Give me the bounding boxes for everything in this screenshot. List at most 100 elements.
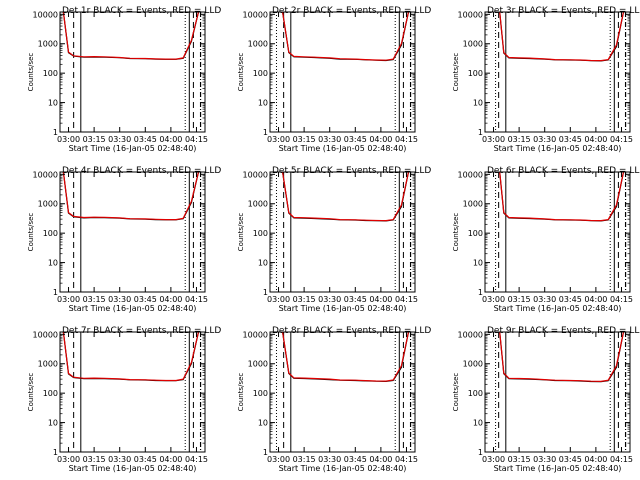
- y-tick-label: 1000: [463, 200, 483, 209]
- events-series-line: [282, 332, 410, 383]
- y-tick-label: 10: [258, 419, 268, 428]
- x-tick-label: 03:00: [57, 295, 80, 304]
- x-axis-label: Start Time (16-Jan-05 02:48:40): [279, 464, 407, 473]
- x-tick-label: 04:00: [159, 455, 182, 464]
- y-tick-label: 100: [253, 389, 268, 398]
- x-tick-label: 03:45: [559, 455, 582, 464]
- x-tick-label: 03:15: [508, 135, 531, 144]
- x-tick-label: 03:45: [559, 135, 582, 144]
- events-series-line: [499, 332, 625, 383]
- y-tick-label: 10000: [458, 330, 483, 339]
- panel-7: Det 7r BLACK = Events, RED = LLD 1 10 100 10…: [27, 326, 221, 473]
- x-tick-label: 04:00: [369, 135, 392, 144]
- y-tick-label: 100: [43, 389, 58, 398]
- panel-1: Det 1r BLACK = Events, RED = LLD 1 10 100 10…: [27, 6, 221, 153]
- plot-area: [62, 12, 202, 132]
- y-tick-label: 1000: [38, 200, 58, 209]
- y-tick-label: 10: [473, 259, 483, 268]
- y-tick-label: 10000: [33, 170, 58, 179]
- events-series-line: [62, 12, 200, 60]
- y-axis-label: Counts/sec: [452, 53, 460, 92]
- y-tick-label: 1: [263, 448, 268, 457]
- x-tick-label: 03:30: [318, 455, 341, 464]
- y-tick-label: 10: [48, 419, 58, 428]
- y-tick-label: 1000: [248, 200, 268, 209]
- x-tick-label: 03:45: [134, 135, 157, 144]
- plot-frame: [269, 171, 416, 293]
- x-tick-label: 04:00: [584, 455, 607, 464]
- lld-series-line: [499, 12, 625, 62]
- y-tick-label: 1000: [463, 360, 483, 369]
- y-tick-label: 10: [48, 259, 58, 268]
- panel-title: Det 2r BLACK = Events, RED = LLD: [272, 6, 431, 16]
- panel-title: Det 7r BLACK = Events, RED = LLD: [62, 326, 221, 336]
- y-tick-label: 10000: [458, 10, 483, 19]
- x-tick-label: 04:15: [610, 455, 633, 464]
- plot-area: [495, 12, 627, 132]
- x-tick-label: 03:45: [134, 455, 157, 464]
- x-tick-label: 03:00: [482, 135, 505, 144]
- y-tick-label: 1000: [463, 40, 483, 49]
- y-tick-label: 10000: [33, 10, 58, 19]
- y-tick-label: 100: [43, 229, 58, 238]
- y-tick-label: 1: [478, 448, 483, 457]
- y-tick-label: 10: [48, 99, 58, 108]
- x-tick-label: 03:45: [559, 295, 582, 304]
- plot-area: [62, 332, 202, 452]
- y-axis-label: Counts/sec: [237, 373, 245, 412]
- lld-series-line: [282, 172, 410, 222]
- x-tick-label: 03:00: [57, 135, 80, 144]
- y-tick-label: 10: [473, 419, 483, 428]
- plot-frame: [484, 171, 631, 293]
- x-tick-label: 03:00: [482, 295, 505, 304]
- y-tick-label: 100: [43, 69, 58, 78]
- y-tick-label: 1: [478, 288, 483, 297]
- plot-frame: [269, 11, 416, 133]
- x-axis-label: Start Time (16-Jan-05 02:48:40): [69, 464, 197, 473]
- y-tick-label: 1000: [248, 360, 268, 369]
- y-axis-label: Counts/sec: [237, 53, 245, 92]
- plot-frame: [484, 331, 631, 453]
- x-tick-label: 03:00: [57, 455, 80, 464]
- panel-6: Det 6r BLACK = Events, RED = LLD 1 10 100 10…: [452, 166, 640, 313]
- x-tick-label: 03:30: [108, 455, 131, 464]
- x-axis-label: Start Time (16-Jan-05 02:48:40): [279, 144, 407, 153]
- y-tick-label: 1: [263, 128, 268, 137]
- plot-area: [495, 332, 627, 452]
- panel-5: Det 5r BLACK = Events, RED = LLD 1 10 100 10…: [237, 166, 431, 313]
- plot-area: [495, 172, 627, 292]
- y-tick-label: 10000: [33, 330, 58, 339]
- panel-3: Det 3r BLACK = Events, RED = LLD 1 10 100 10…: [452, 6, 640, 153]
- x-tick-label: 03:45: [344, 295, 367, 304]
- y-axis-label: Counts/sec: [452, 373, 460, 412]
- x-tick-label: 03:00: [267, 455, 290, 464]
- x-tick-label: 03:15: [508, 295, 531, 304]
- y-axis-label: Counts/sec: [27, 53, 35, 92]
- y-tick-label: 1: [53, 288, 58, 297]
- events-series-line: [62, 172, 200, 221]
- x-tick-label: 04:15: [185, 295, 208, 304]
- x-tick-label: 03:15: [293, 455, 316, 464]
- x-tick-label: 04:15: [185, 135, 208, 144]
- x-axis-label: Start Time (16-Jan-05 02:48:40): [279, 304, 407, 313]
- lld-series-line: [499, 172, 625, 222]
- panel-8: Det 8r BLACK = Events, RED = LLD 1 10 100 10…: [237, 326, 431, 473]
- panel-title: Det 3r BLACK = Events, RED = LLD: [487, 6, 640, 16]
- panel-2: Det 2r BLACK = Events, RED = LLD 1 10 100 10…: [237, 6, 431, 153]
- panel-4: Det 4r BLACK = Events, RED = LLD 1 10 100 10…: [27, 166, 221, 313]
- y-tick-label: 10: [258, 99, 268, 108]
- panel-title: Det 4r BLACK = Events, RED = LLD: [62, 166, 221, 176]
- events-series-line: [499, 12, 625, 62]
- y-tick-label: 1000: [248, 40, 268, 49]
- x-tick-label: 04:00: [159, 295, 182, 304]
- plot-area: [275, 172, 412, 292]
- events-series-line: [499, 172, 625, 222]
- y-tick-label: 100: [468, 69, 483, 78]
- plot-area: [275, 12, 412, 132]
- y-tick-label: 10000: [458, 170, 483, 179]
- lld-series-line: [282, 12, 410, 61]
- x-tick-label: 04:15: [185, 455, 208, 464]
- x-tick-label: 04:15: [395, 295, 418, 304]
- y-tick-label: 100: [468, 229, 483, 238]
